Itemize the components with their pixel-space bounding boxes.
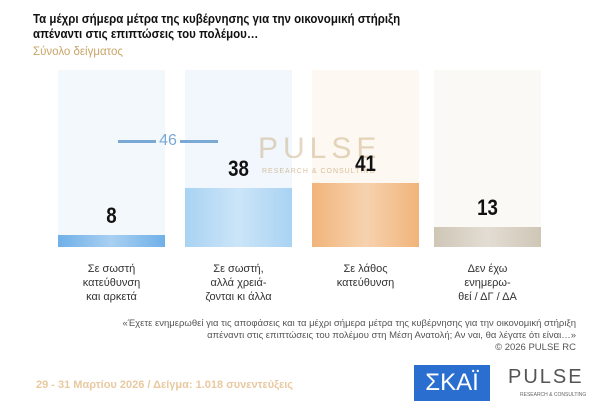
bar — [434, 226, 541, 247]
category-label: Σε λάθος κατεύθυνση — [312, 262, 419, 290]
category-label-line: ζονται κι άλλα — [205, 291, 272, 303]
data-label: 13 — [477, 194, 498, 220]
data-label: 41 — [355, 151, 376, 177]
question-line-2: απέναντι στις επιπτώσεις του πολέμου στη… — [207, 330, 576, 341]
category-label: Σε σωστή κατεύθυνση και αρκετά — [58, 262, 165, 304]
title-line-2: απέναντι στις επιπτώσεις του πολέμου… — [33, 27, 259, 41]
category-label-line: Δεν έχω — [467, 263, 508, 275]
title-line-1: Τα μέχρι σήμερα μέτρα της κυβέρνησης για… — [33, 12, 401, 26]
question-line-1: «Έχετε ενημερωθεί για τις αποφάσεις και … — [122, 318, 576, 329]
data-label: 38 — [228, 156, 249, 182]
data-label: 8 — [106, 202, 117, 228]
bar-panel — [58, 70, 165, 247]
pulse-logo-sub: RESEARCH & CONSULTING — [520, 392, 587, 398]
ref-line-left — [118, 139, 156, 143]
category-label-line: αλλά χρειά- — [210, 277, 267, 289]
bar — [58, 234, 165, 247]
category-label: Δεν έχω ενημερω-θεί / ΔΓ / ΔΑ — [434, 262, 541, 304]
category-label-line: Σε σωστή — [87, 263, 136, 275]
category-label-line: θεί / ΔΓ / ΔΑ — [458, 291, 517, 303]
reference-line: 46 — [118, 132, 218, 150]
category-label-line: κατεύθυνση — [336, 277, 395, 289]
watermark-sub: RESEARCH & CONSULTING — [262, 168, 376, 175]
pulse-logo: PULSE — [508, 366, 584, 388]
watermark-logo: PULSE — [258, 132, 382, 165]
chart-title: Τα μέχρι σήμερα μέτρα της κυβέρνησης για… — [33, 12, 400, 42]
bar-panel — [434, 70, 541, 247]
category-label-line: και αρκετά — [86, 291, 137, 303]
bar — [312, 183, 419, 247]
bar — [185, 188, 292, 247]
skai-logo: ΣΚΑΪ — [414, 365, 490, 401]
category-label: Σε σωστή, αλλά χρειά-ζονται κι άλλα — [185, 262, 292, 304]
reference-value: 46 — [159, 132, 177, 149]
copyright: © 2026 PULSE RC — [495, 342, 576, 353]
chart-subtitle: Σύνολο δείγματος — [33, 46, 123, 58]
category-label-line: Σε σωστή, — [213, 263, 264, 275]
ref-line-right — [179, 139, 218, 143]
category-label-line: ενημερω- — [464, 277, 511, 289]
category-label-line: Σε λάθος — [343, 263, 388, 275]
question-text: «Έχετε ενημερωθεί για τις αποφάσεις και … — [122, 318, 576, 354]
footer-date-sample: 29 - 31 Μαρτίου 2026 / Δείγμα: 1.018 συν… — [36, 379, 294, 391]
category-label-line: κατεύθυνση — [82, 277, 141, 289]
